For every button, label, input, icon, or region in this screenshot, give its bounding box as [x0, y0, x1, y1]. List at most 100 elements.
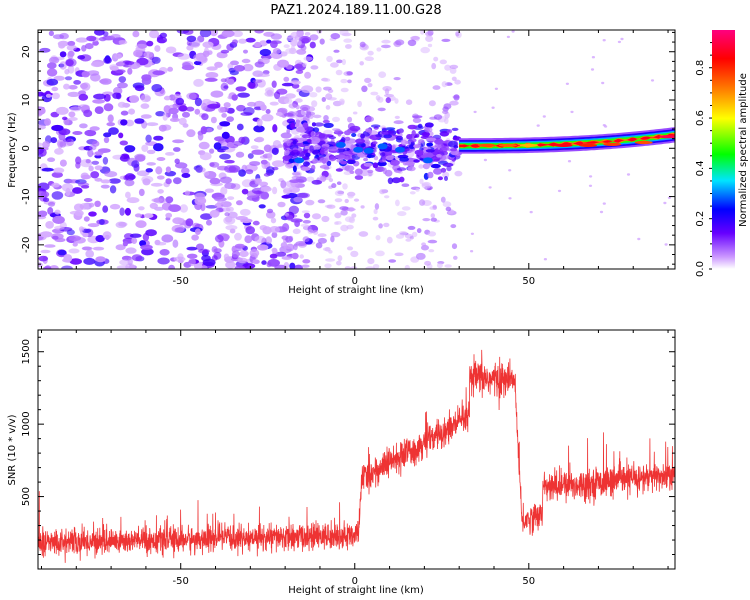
spectrogram-cell	[249, 249, 260, 258]
spectrogram-cell	[125, 191, 131, 199]
spectrogram-cell	[252, 220, 260, 226]
spectrogram-cell	[283, 76, 290, 82]
spectrogram-cell	[427, 43, 433, 48]
spectrogram-cell	[311, 179, 323, 185]
spectrogram-cell	[83, 109, 93, 118]
spectrogram-cell	[181, 64, 195, 71]
spectrogram-cell	[68, 248, 80, 254]
spectrogram-cell	[290, 45, 295, 52]
spectrogram-cell	[346, 71, 353, 76]
spectrogram-cell	[321, 97, 326, 102]
spectrogram-cell	[257, 244, 269, 251]
spectrogram-cell	[100, 179, 111, 184]
spectrogram-cell	[140, 244, 153, 250]
spectrogram-cell	[427, 239, 438, 244]
spectrogram-cell	[115, 244, 126, 251]
spectrogram-cell	[90, 61, 103, 68]
spectrogram-cell	[186, 106, 195, 112]
spectrogram-cell	[422, 163, 430, 170]
spectrogram-cell	[309, 92, 318, 98]
spectrogram-cell	[135, 43, 148, 49]
spectrogram-hotspot	[363, 147, 374, 154]
spectrogram-cell	[165, 178, 172, 185]
spectrogram-cell	[315, 86, 322, 93]
spectrogram-cell	[145, 229, 157, 237]
spectrogram-cell	[225, 261, 236, 269]
spectrogram-cell	[650, 79, 655, 82]
spectrogram-cell	[283, 189, 291, 196]
spectrogram-cell	[442, 171, 450, 178]
spectrogram-cell	[201, 102, 207, 111]
spectrogram-cell	[296, 49, 307, 55]
spectrogram-cell	[344, 266, 351, 269]
spectrogram-cell	[241, 188, 249, 195]
spectrogram-cell	[117, 101, 127, 108]
spectrogram-cell	[179, 204, 188, 213]
spectrogram-cell	[567, 160, 572, 163]
spectrogram-cell	[400, 139, 408, 146]
spectrogram-cell	[451, 243, 458, 250]
spectrogram-cell	[156, 36, 168, 44]
spectrogram-cell	[38, 106, 46, 115]
spectrogram-cell	[323, 122, 334, 128]
spectrogram-cell	[271, 232, 278, 238]
spectrogram-cell	[226, 141, 234, 148]
spectrogram-cell	[325, 258, 336, 262]
spectrogram-cell	[118, 76, 127, 83]
spectrogram-cell	[103, 136, 110, 144]
spectrogram-y-label: Frequency (Hz)	[7, 112, 18, 188]
spectrogram-cell	[82, 246, 92, 251]
spectrogram-cell	[275, 251, 287, 257]
spectrogram-cell	[102, 205, 109, 213]
spectrogram-cell	[218, 106, 226, 114]
spectrogram-cell	[54, 225, 65, 230]
spectrogram-cell	[283, 186, 294, 191]
spectrogram-cell	[557, 189, 562, 193]
spectrogram-cell	[87, 149, 94, 158]
spectrogram-cell	[310, 131, 316, 137]
spectrogram-cell	[301, 134, 312, 139]
spectrogram-cell	[367, 83, 373, 88]
spectrogram-cell	[367, 50, 374, 56]
spectrogram-cell	[425, 149, 435, 153]
spectrogram-cell	[345, 44, 352, 49]
spectrogram-cell	[59, 61, 67, 70]
spectrogram-cell	[285, 236, 293, 243]
spectrogram-cell	[68, 111, 76, 118]
spectrogram-cell	[395, 39, 405, 46]
spectrogram-cell	[260, 159, 268, 165]
spectrogram-cell	[103, 103, 114, 112]
spectrogram-cell	[314, 144, 321, 150]
spectrogram-cell	[288, 158, 295, 164]
spectrogram-cell	[159, 32, 167, 38]
spectrogram-cell	[224, 212, 230, 217]
spectrogram-cell	[165, 166, 171, 173]
spectrogram-cell	[377, 107, 386, 112]
spectrogram-cell	[376, 47, 382, 52]
spectrogram-cell	[116, 82, 128, 89]
spectrogram-cell	[454, 79, 461, 85]
spectrogram-cell	[425, 35, 434, 42]
spectrogram-cell	[399, 157, 409, 162]
spectrogram-cell	[416, 228, 422, 234]
spectrogram-cell	[186, 253, 198, 259]
spectrogram-cell	[127, 67, 133, 75]
spectrogram-cell	[118, 132, 124, 139]
spectrogram-cell	[156, 175, 165, 180]
spectrogram-cell	[335, 168, 343, 172]
spectrogram-cell	[265, 166, 275, 174]
spectrogram-cell	[204, 188, 214, 193]
spectrogram-cell	[149, 202, 158, 209]
spectrogram-cell	[405, 99, 413, 105]
spectrogram-cell	[103, 132, 112, 138]
spectrogram-cell	[157, 189, 164, 194]
snr-x-label: Height of straight line (km)	[288, 585, 424, 596]
spectrogram-cell	[444, 264, 452, 268]
spectrogram-cell	[424, 260, 432, 266]
spectrogram-cell	[44, 118, 51, 126]
spectrogram-cell	[252, 79, 263, 83]
spectrogram-cell	[364, 77, 372, 84]
x-tick-label: -50	[173, 576, 189, 587]
spectrogram-cell	[125, 247, 137, 254]
